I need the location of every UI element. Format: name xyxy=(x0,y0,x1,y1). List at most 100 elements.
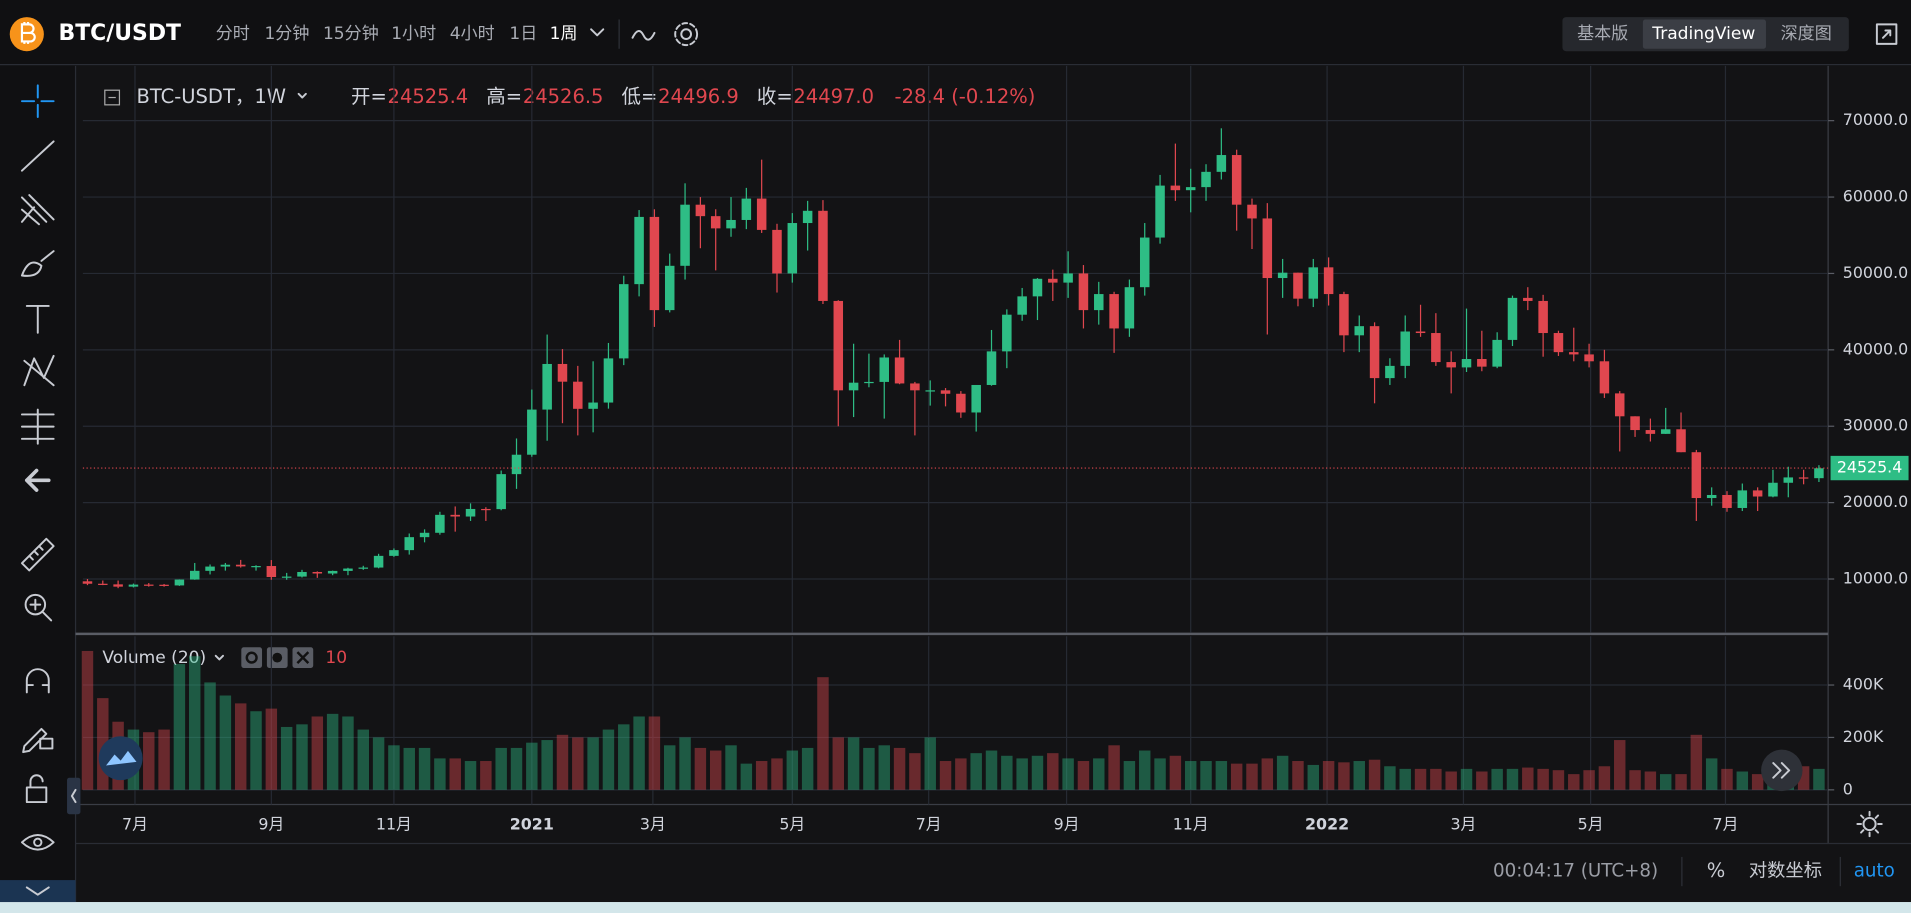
candle-body xyxy=(1201,171,1211,188)
collapse-button[interactable] xyxy=(104,89,121,106)
volume-bar xyxy=(909,753,921,790)
volume-bar xyxy=(1384,766,1396,790)
candle-body xyxy=(266,566,277,578)
volume-bar xyxy=(679,737,691,790)
crosshair-tool[interactable] xyxy=(20,84,55,118)
x-tick-label: 7月 xyxy=(916,815,942,834)
toolbar-toggle[interactable] xyxy=(67,777,81,815)
volume-bar xyxy=(1491,768,1503,790)
candle-body xyxy=(1783,477,1794,483)
view-button[interactable]: TradingView xyxy=(1651,24,1755,44)
interval-active[interactable]: 1周 xyxy=(550,24,578,44)
volume-bar xyxy=(955,758,967,790)
visibility-tool[interactable] xyxy=(20,834,55,851)
volume-bar xyxy=(1062,758,1074,790)
volume-bar xyxy=(219,695,232,790)
candle-body xyxy=(1063,273,1073,283)
unlock-tool[interactable] xyxy=(25,774,48,804)
candle-body xyxy=(1768,482,1778,497)
candle-body xyxy=(1722,494,1732,508)
interval-dropdown[interactable] xyxy=(590,28,605,37)
legend-dropdown[interactable] xyxy=(297,92,307,99)
candle-body xyxy=(527,409,537,455)
auto-toggle[interactable]: auto xyxy=(1854,861,1895,882)
trendline-tool[interactable] xyxy=(20,140,55,172)
candle-body xyxy=(511,454,522,475)
hide-glyph xyxy=(245,651,258,664)
candle-body xyxy=(1737,490,1748,508)
x-tick-label: 5月 xyxy=(779,815,805,834)
fullscreen-button[interactable] xyxy=(1875,23,1898,45)
ohlc-label: 高= xyxy=(486,85,522,108)
volume-bar xyxy=(832,737,845,790)
axis-settings[interactable] xyxy=(1862,816,1877,832)
candle-body xyxy=(1814,468,1824,479)
volume-bar xyxy=(1736,771,1749,790)
magnet-tool[interactable] xyxy=(25,668,50,694)
volume-bar xyxy=(541,740,553,790)
lock-draw-tool[interactable] xyxy=(22,727,54,754)
interval[interactable]: 1分钟 xyxy=(264,24,309,44)
interval[interactable]: 分时 xyxy=(216,24,250,44)
interval[interactable]: 1日 xyxy=(509,24,537,44)
hide-button[interactable] xyxy=(241,647,263,668)
volume-bar xyxy=(1445,771,1457,790)
candle-body xyxy=(1032,278,1043,297)
volume-bar xyxy=(1246,763,1258,790)
symbol[interactable]: BTC/USDT xyxy=(59,21,182,46)
candle-body xyxy=(879,357,889,382)
volume-dropdown[interactable] xyxy=(214,654,225,661)
indicator-button[interactable] xyxy=(631,30,656,41)
candle-body xyxy=(573,381,583,409)
scroll-right-button[interactable] xyxy=(1761,749,1803,792)
chart-area xyxy=(75,65,1911,903)
prediction-tool[interactable] xyxy=(20,408,55,445)
volume-bar xyxy=(311,716,324,790)
volume-bar xyxy=(970,753,982,790)
y-tick-label: 50000.0 xyxy=(1843,263,1908,282)
view-button[interactable]: 基本版 xyxy=(1577,24,1628,44)
interval[interactable]: 1小时 xyxy=(391,24,436,44)
candle-body xyxy=(1048,278,1058,283)
candle-body xyxy=(1431,333,1441,363)
back-tool[interactable] xyxy=(24,468,51,492)
interval[interactable]: 4小时 xyxy=(450,24,495,44)
toolbar-toggle-arrow xyxy=(70,788,77,804)
x-tick-label: 11月 xyxy=(376,815,412,834)
candle-body xyxy=(404,537,414,551)
candle-body xyxy=(1584,354,1594,362)
y-tick-label: 70000.0 xyxy=(1843,110,1908,129)
ruler-tool[interactable] xyxy=(20,537,55,572)
candle-body xyxy=(343,568,353,571)
candle-body xyxy=(1262,218,1273,279)
zoom-tool[interactable] xyxy=(24,593,47,616)
y-tick-label: 10000.0 xyxy=(1843,569,1908,588)
interval[interactable]: 15分钟 xyxy=(323,24,379,44)
log-toggle[interactable]: 对数坐标 xyxy=(1749,861,1822,882)
volume-bar xyxy=(1108,745,1120,790)
candle-body xyxy=(1078,273,1089,311)
volume-bar xyxy=(1568,774,1580,790)
pattern-tool[interactable] xyxy=(23,354,55,387)
candle-body xyxy=(312,571,323,574)
volume-bar xyxy=(1476,771,1488,790)
volume-bar xyxy=(1614,740,1626,790)
toolbar-more[interactable] xyxy=(0,880,76,903)
fib-tool[interactable] xyxy=(20,194,55,226)
percent-toggle[interactable]: % xyxy=(1707,859,1726,882)
volume-bar xyxy=(1184,761,1197,790)
candle-body xyxy=(1109,294,1119,329)
logo-glyph xyxy=(106,750,137,766)
logo-button[interactable] xyxy=(98,736,143,781)
coin-glyph xyxy=(20,21,36,44)
settings-button[interactable] xyxy=(680,28,693,40)
volume-bar xyxy=(694,747,707,790)
volume-bar xyxy=(1399,768,1411,790)
volume-bar xyxy=(1261,758,1274,790)
text-tool[interactable] xyxy=(25,304,50,334)
brush-tool[interactable] xyxy=(20,250,55,277)
volume-bar xyxy=(1522,767,1534,790)
view-button[interactable]: 深度图 xyxy=(1781,24,1832,44)
volume-value: 10 xyxy=(325,648,347,668)
candle-body xyxy=(481,508,491,511)
